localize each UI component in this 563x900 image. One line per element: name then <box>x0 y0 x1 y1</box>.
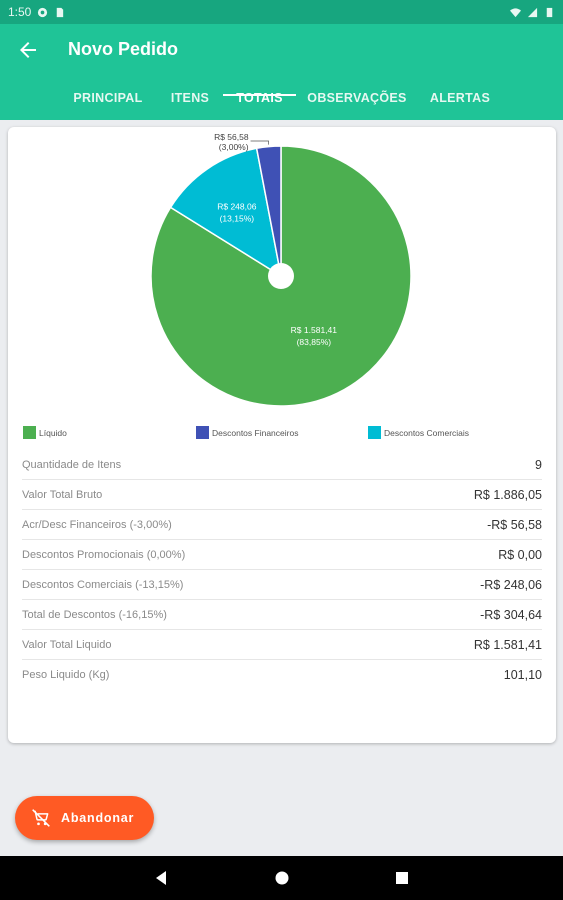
tab-alertas[interactable]: ALERTAS <box>429 91 491 105</box>
row-value: -R$ 304,64 <box>480 607 542 622</box>
abandon-button-label: Abandonar <box>61 811 135 825</box>
tab-bar: PRINCIPAL ITENS TOTAIS OBSERVAÇÕES ALERT… <box>0 80 563 120</box>
slice-descontos-comerciais <box>169 147 283 278</box>
totals-row: Quantidade de Itens 9 <box>22 450 542 480</box>
row-value: R$ 0,00 <box>498 547 542 562</box>
battery-icon <box>546 7 553 17</box>
totals-row: Acr/Desc Financeiros (-3,00%) -R$ 56,58 <box>22 510 542 540</box>
slice-value-label: R$ 56,58 <box>214 132 249 142</box>
nav-back-icon[interactable] <box>151 868 171 888</box>
legend-item-liquido: Líquido <box>23 426 67 439</box>
row-value: R$ 1.886,05 <box>473 487 542 502</box>
nav-home-icon[interactable] <box>272 868 292 888</box>
status-time: 1:50 <box>8 5 32 19</box>
app-bar: Novo Pedido PRINCIPAL ITENS TOTAIS OBSER… <box>0 24 563 120</box>
legend-swatch <box>368 426 381 439</box>
row-label: Peso Liquido (Kg) <box>22 669 110 681</box>
totals-row: Peso Liquido (Kg) 101,10 <box>22 660 542 690</box>
cart-remove-icon <box>32 809 50 827</box>
row-value: -R$ 56,58 <box>487 517 542 532</box>
totals-row: Valor Total Liquido R$ 1.581,41 <box>22 630 542 660</box>
row-label: Descontos Promocionais (0,00%) <box>22 548 186 561</box>
legend-label: Descontos Financeiros <box>212 427 299 438</box>
row-value: 101,10 <box>503 668 542 682</box>
sd-card-icon <box>57 7 64 17</box>
notification-icon <box>38 7 48 17</box>
tab-principal[interactable]: PRINCIPAL <box>73 91 143 105</box>
totals-row: Descontos Promocionais (0,00%) R$ 0,00 <box>22 540 542 570</box>
row-label: Valor Total Bruto <box>22 488 103 501</box>
row-label: Acr/Desc Financeiros (-3,00%) <box>22 518 172 531</box>
slice-value-label: R$ 1.581,41 <box>291 325 338 335</box>
slice-percent-label: (13,15%) <box>220 214 255 224</box>
pie-center-hole <box>268 263 294 289</box>
legend-item-descontos-comerciais: Descontos Comerciais <box>368 426 469 439</box>
legend-item-descontos-financeiros: Descontos Financeiros <box>196 426 298 439</box>
legend-label: Descontos Comerciais <box>384 427 470 438</box>
status-bar: 1:50 <box>0 0 563 24</box>
wifi-icon <box>510 7 521 17</box>
totals-list: Quantidade de Itens 9 Valor Total Bruto R$… <box>22 450 542 690</box>
abandon-button[interactable]: Abandonar <box>15 796 154 840</box>
slice-percent-label: (83,85%) <box>297 337 332 347</box>
leader-line <box>250 140 269 145</box>
totals-row: Total de Descontos (-16,15%) -R$ 304,64 <box>22 600 542 630</box>
pie-chart: R$ 1.581,41 (83,85%) R$ 248,06 (13,15%) R$ 5… <box>150 132 412 407</box>
slice-value-label: R$ 248,06 <box>217 202 256 212</box>
row-value: 9 <box>535 457 542 472</box>
row-label: Quantidade de Itens <box>22 458 122 471</box>
tab-indicator <box>223 94 296 96</box>
legend-swatch <box>23 426 36 439</box>
tab-itens[interactable]: ITENS <box>170 91 210 105</box>
tab-totais[interactable]: TOTAIS <box>236 91 283 105</box>
legend-label: Líquido <box>39 427 67 438</box>
row-value: R$ 1.581,41 <box>473 637 542 652</box>
totals-row: Valor Total Bruto R$ 1.886,05 <box>22 480 542 510</box>
totals-card: R$ 1.581,41 (83,85%) R$ 248,06 (13,15%) R$ 5… <box>8 127 556 743</box>
arrow-back-icon[interactable] <box>16 38 40 62</box>
row-label: Valor Total Liquido <box>22 638 112 651</box>
tab-observacoes[interactable]: OBSERVAÇÕES <box>307 91 407 105</box>
signal-icon <box>527 7 538 17</box>
system-nav-bar <box>0 856 563 900</box>
row-label: Total de Descontos (-16,15%) <box>22 608 167 621</box>
totals-row: Descontos Comerciais (-13,15%) -R$ 248,06 <box>22 570 542 600</box>
row-label: Descontos Comerciais (-13,15%) <box>22 578 184 591</box>
page-title: Novo Pedido <box>68 39 179 59</box>
legend-swatch <box>196 426 209 439</box>
nav-recents-icon[interactable] <box>392 868 412 888</box>
slice-percent-label: (3,00%) <box>219 142 249 152</box>
row-value: -R$ 248,06 <box>480 577 542 592</box>
slice-descontos-financeiros <box>255 145 282 277</box>
chart-legend: Líquido Descontos Financeiros Descontos … <box>8 426 556 442</box>
